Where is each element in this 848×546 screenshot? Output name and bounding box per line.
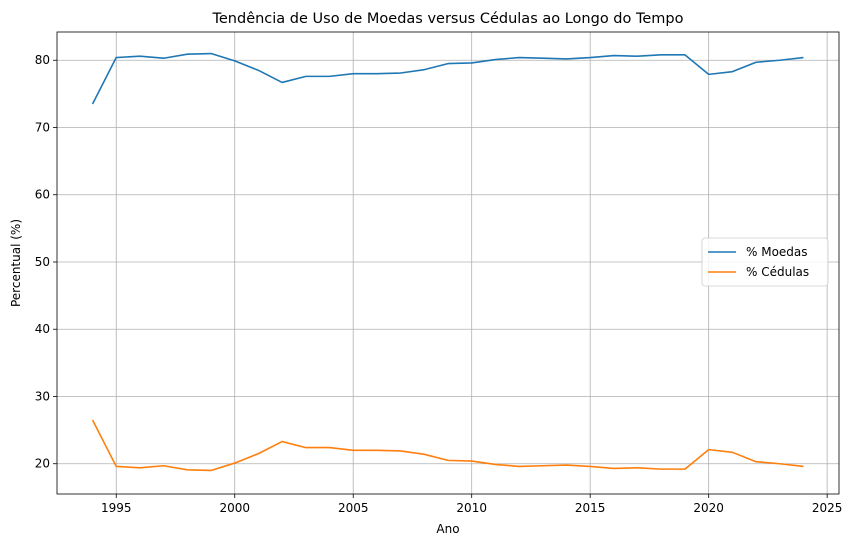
x-tick-label: 2005 [338,501,369,515]
y-tick-label: 60 [35,188,50,202]
x-tick-label: 2025 [812,501,843,515]
x-tick-label: 2010 [456,501,487,515]
x-tick-label: 2015 [575,501,606,515]
chart-title: Tendência de Uso de Moedas versus Cédula… [211,11,683,27]
series-lines [91,52,804,472]
y-tick-label: 20 [35,457,50,471]
y-tick-label: 80 [35,53,50,67]
series-line-0 [91,52,804,105]
legend-label: % Moedas [746,245,808,259]
x-tick-label: 2000 [219,501,250,515]
x-axis: 1995 2000 2005 2010 2015 2020 2025 [101,494,842,515]
y-tick-label: 30 [35,389,50,403]
plot-frame [56,31,840,495]
x-tick-label: 2020 [693,501,724,515]
x-axis-label: Ano [436,522,459,536]
y-axis-label: Percentual (%) [9,219,23,307]
x-tick-label: 1995 [101,501,132,515]
y-axis: 20 30 40 50 60 70 80 [35,53,57,471]
legend-label: % Cédulas [746,265,809,279]
y-tick-label: 50 [35,255,50,269]
y-tick-label: 40 [35,322,50,336]
y-tick-label: 70 [35,120,50,134]
legend-box [701,237,829,287]
legend: % Moedas % Cédulas [701,237,829,287]
series-line-1 [91,419,804,472]
